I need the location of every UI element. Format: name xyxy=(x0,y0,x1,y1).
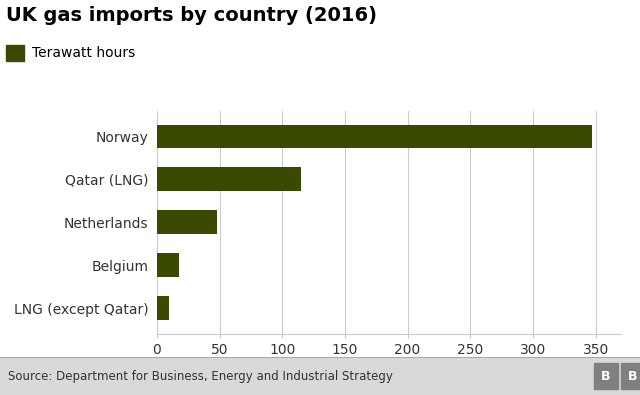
Text: B: B xyxy=(602,370,611,383)
Text: Source: Department for Business, Energy and Industrial Strategy: Source: Department for Business, Energy … xyxy=(8,370,393,383)
Text: UK gas imports by country (2016): UK gas imports by country (2016) xyxy=(6,6,378,25)
FancyBboxPatch shape xyxy=(621,363,640,389)
Bar xyxy=(157,296,170,320)
FancyBboxPatch shape xyxy=(594,363,618,389)
FancyBboxPatch shape xyxy=(0,357,640,395)
Text: B: B xyxy=(628,370,637,383)
Bar xyxy=(157,211,217,234)
Bar xyxy=(157,124,592,148)
Bar xyxy=(157,253,179,277)
Bar xyxy=(157,167,301,191)
Text: Terawatt hours: Terawatt hours xyxy=(32,46,135,60)
